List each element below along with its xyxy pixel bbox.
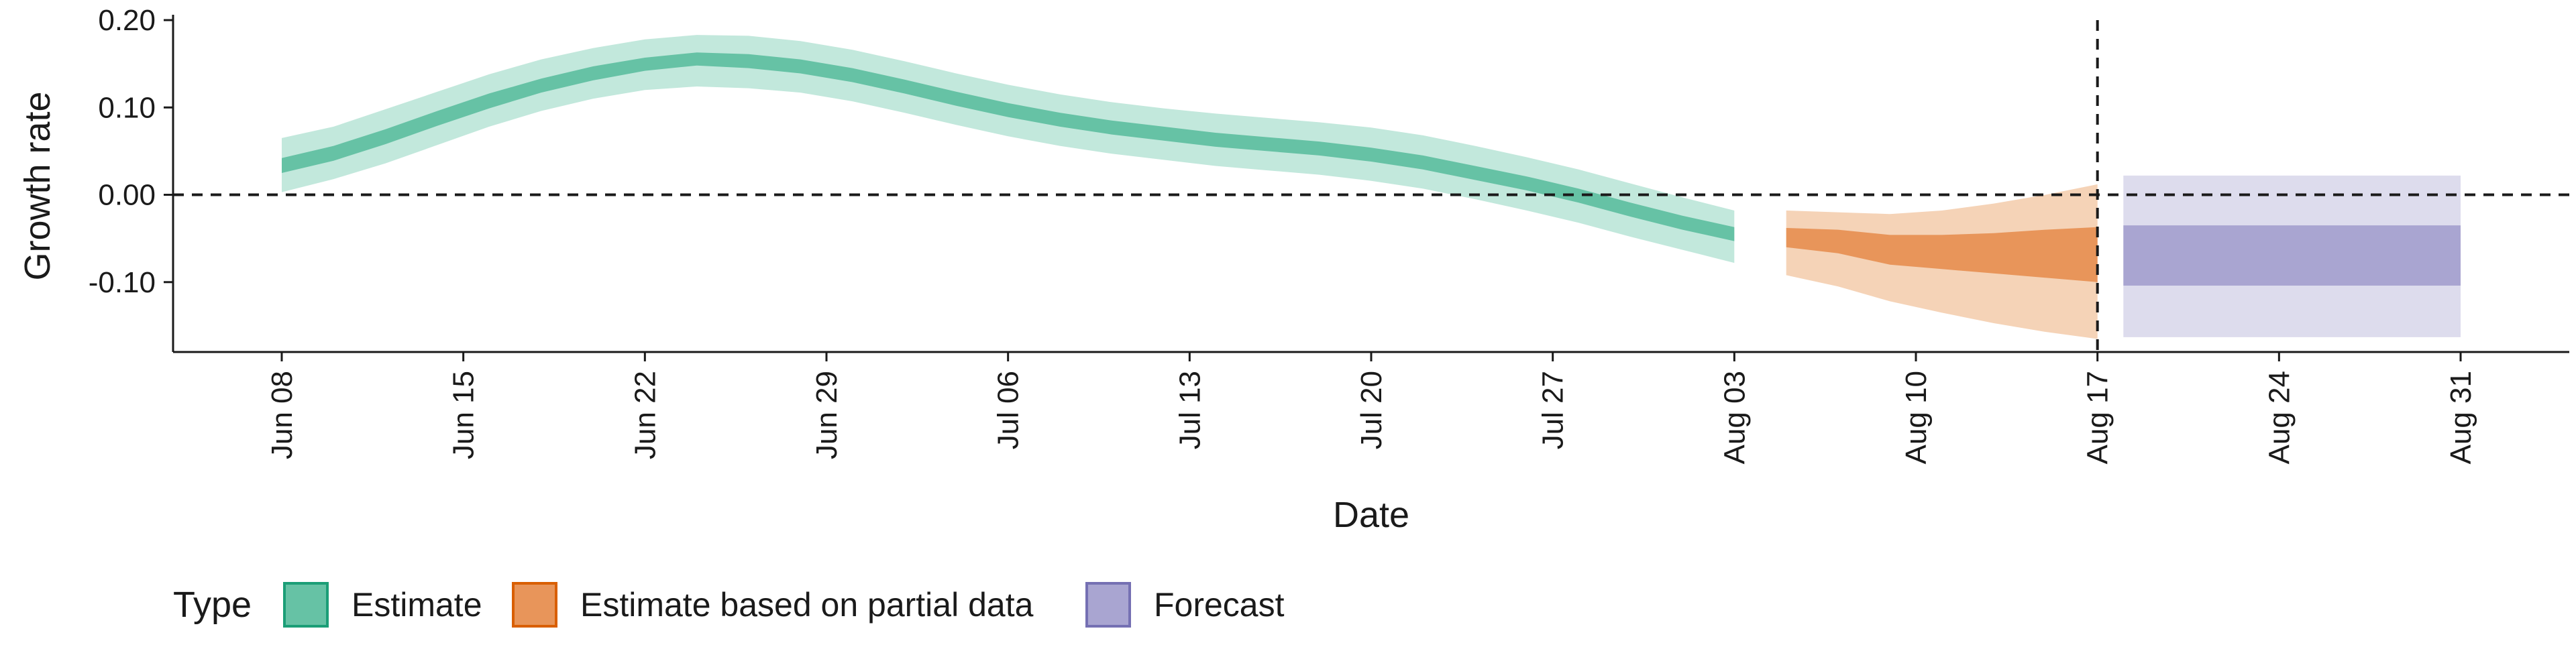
band-outer-estimate bbox=[282, 35, 1735, 263]
y-tick-label: 0.00 bbox=[98, 179, 156, 212]
y-tick-label: 0.10 bbox=[98, 91, 156, 124]
legend-key bbox=[512, 582, 557, 628]
legend-label: Estimate bbox=[352, 586, 482, 624]
x-tick-label: Aug 31 bbox=[2445, 371, 2477, 464]
band-inner-estimate-based-on-partial-data bbox=[1786, 227, 2098, 282]
reference-lines bbox=[173, 20, 2569, 352]
legend-item: Forecast bbox=[1085, 582, 1285, 628]
x-tick-label: Jul 27 bbox=[1537, 371, 1570, 449]
x-tick-label: Jul 13 bbox=[1173, 371, 1206, 449]
y-tick-label: 0.20 bbox=[98, 4, 156, 37]
x-tick-label: Jul 20 bbox=[1355, 371, 1388, 449]
legend-title: Type bbox=[173, 585, 252, 625]
series-estimate bbox=[282, 35, 1735, 263]
legend: Type Estimate Estimate based on partial da… bbox=[173, 582, 1285, 628]
x-tick-label: Jun 22 bbox=[629, 371, 661, 459]
x-tick-label: Aug 17 bbox=[2082, 371, 2114, 464]
legend-label: Estimate based on partial data bbox=[580, 586, 1034, 624]
legend-item: Estimate based on partial data bbox=[512, 582, 1034, 628]
x-tick-label: Jun 15 bbox=[447, 371, 480, 459]
x-tick-label: Jun 08 bbox=[266, 371, 299, 459]
x-axis-title: Date bbox=[1333, 495, 1409, 535]
x-tick-label: Aug 03 bbox=[1718, 371, 1751, 464]
legend-key bbox=[283, 582, 329, 628]
band-inner-forecast bbox=[2123, 225, 2461, 286]
legend-key bbox=[1085, 582, 1131, 628]
x-tick-label: Aug 10 bbox=[1900, 371, 1933, 464]
y-tick-label: -0.10 bbox=[89, 266, 156, 299]
series-forecast bbox=[2123, 175, 2461, 337]
x-tick-label: Jun 29 bbox=[810, 371, 843, 459]
y-axis-title: Growth rate bbox=[17, 91, 58, 280]
bands-layer bbox=[282, 35, 2461, 339]
axes: 0.20 0.10 0.00 -0.10 Jun 08 Jun 15 Jun 22 Jun 2… bbox=[17, 4, 2569, 535]
legend-label: Forecast bbox=[1154, 586, 1285, 624]
x-tick-label: Aug 24 bbox=[2263, 371, 2296, 464]
x-tick-label: Jul 06 bbox=[992, 371, 1025, 449]
legend-item: Estimate bbox=[283, 582, 482, 628]
series-estimate-based-on-partial-data bbox=[1786, 184, 2098, 339]
